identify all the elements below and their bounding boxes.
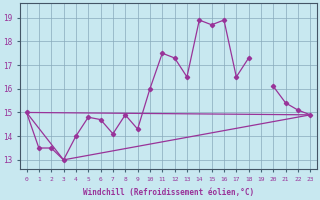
X-axis label: Windchill (Refroidissement éolien,°C): Windchill (Refroidissement éolien,°C) <box>83 188 254 197</box>
